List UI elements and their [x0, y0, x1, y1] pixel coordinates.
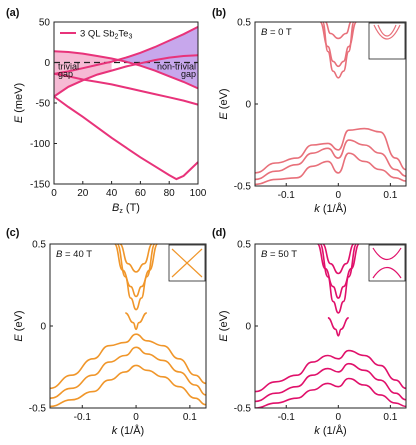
band-line-6 — [255, 377, 406, 408]
x-tick-label: -0.1 — [278, 412, 296, 423]
band-lines — [255, 22, 406, 186]
y-axis-label: E (eV) — [13, 310, 25, 341]
field-annotation: B = 40 T — [56, 249, 92, 260]
y-tick-label: -0.5 — [234, 182, 252, 193]
field-annotation: B = 0 T — [261, 27, 292, 38]
band-line-1 — [113, 244, 159, 298]
x-tick-label: 0.1 — [383, 190, 397, 201]
x-tick-label: 60 — [135, 188, 147, 199]
y-tick-label: -100 — [30, 139, 50, 150]
band-line-4 — [255, 349, 406, 393]
y-tick-label: 50 — [39, 18, 51, 29]
panel-label-a: (a) — [6, 7, 20, 19]
x-tick-label: 0.1 — [383, 412, 397, 423]
y-tick-label: -150 — [30, 180, 50, 191]
inset-band-upper — [373, 24, 401, 40]
x-tick-label: 40 — [106, 188, 118, 199]
panel-label-b: (b) — [212, 7, 226, 19]
x-tick-label: 0 — [133, 412, 139, 423]
inset-band-lower — [372, 266, 402, 279]
nontrivial-gap-region — [111, 26, 198, 89]
panel-label-c: (c) — [6, 227, 20, 239]
x-tick-label: 0 — [336, 412, 342, 423]
panel-b-chart: -0.1 0 0.1 0.5 0 -0.5 k (1/Å) E (eV) B = 0 T — [218, 18, 407, 215]
nontrivial-label-2: gap — [181, 69, 196, 79]
x-tick-label: -0.1 — [74, 412, 92, 423]
band-line-4 — [53, 95, 199, 181]
x-tick-label: 80 — [164, 188, 176, 199]
y-tick-label: 0 — [245, 100, 251, 111]
x-tick-label: -0.1 — [278, 190, 296, 201]
panel-a-chart: 0 20 40 60 80 100 50 0 -50 -100 -150 Bz (T) E (meV) 3… — [13, 18, 207, 216]
band-lines — [255, 244, 406, 408]
x-tick-label: 0 — [336, 190, 342, 201]
inset-band-upper — [171, 248, 203, 264]
x-axis-label: Bz (T) — [112, 202, 140, 215]
y-tick-label: 0.5 — [32, 240, 46, 251]
y-axis-label: E (eV) — [218, 88, 230, 119]
band-line-5 — [50, 346, 206, 399]
band-lines — [50, 244, 206, 408]
band-line-4 — [50, 333, 206, 390]
field-annotation: B = 50 T — [261, 249, 297, 260]
nontrivial-label: non-trivial — [157, 62, 196, 72]
band-line-5 — [255, 152, 406, 186]
band-line-0 — [321, 22, 355, 79]
y-tick-label: 0 — [44, 58, 50, 69]
band-line-0 — [53, 50, 199, 90]
band-line-1 — [53, 26, 199, 75]
trivial-label: trivial — [58, 62, 79, 72]
x-axis-label: k (1/Å) — [112, 424, 144, 437]
y-tick-label: -0.5 — [234, 404, 252, 415]
y-tick-label: 0 — [245, 322, 251, 333]
band-line-2 — [322, 244, 355, 275]
band-line-1 — [316, 244, 360, 299]
band-line-0 — [116, 244, 156, 311]
inset-band-lower — [377, 24, 397, 37]
band-line-0 — [319, 244, 358, 314]
y-tick-label: 0.5 — [237, 240, 251, 251]
band-line-1 — [319, 22, 358, 68]
y-tick-label: 0.5 — [237, 18, 251, 29]
x-axis-label: k (1/Å) — [314, 202, 346, 215]
x-tick-label: 20 — [77, 188, 89, 199]
band-line-3 — [327, 317, 349, 337]
inset-band-upper — [372, 247, 402, 261]
x-tick-label: 0.1 — [183, 412, 197, 423]
x-tick-label: 0 — [51, 188, 57, 199]
y-axis-label: E (meV) — [13, 83, 25, 123]
y-tick-label: -0.5 — [29, 404, 47, 415]
y-axis-label: E (eV) — [218, 310, 230, 341]
inset-box — [368, 22, 406, 60]
panel-label-d: (d) — [212, 227, 226, 239]
x-tick-label: 100 — [190, 188, 207, 199]
band-line-2 — [324, 22, 352, 40]
y-tick-label: 0 — [40, 322, 46, 333]
panel-c-chart: -0.1 0 0.1 0.5 0 -0.5 k (1/Å) E (eV) B = 40 T — [13, 240, 207, 437]
band-line-3 — [125, 312, 148, 331]
band-line-3 — [255, 127, 406, 174]
band-line-2 — [53, 72, 199, 106]
band-line-3 — [53, 54, 199, 98]
band-line-2 — [119, 244, 153, 273]
band-line-5 — [255, 362, 406, 403]
band-line-6 — [50, 364, 206, 408]
panel-d-chart: -0.1 0 0.1 0.5 0 -0.5 k (1/Å) E (eV) B = 50 T — [218, 240, 407, 437]
legend-label: 3 QL Sb2Te3 — [80, 29, 132, 41]
band-line-4 — [255, 139, 406, 181]
trivial-label-2: gap — [58, 69, 73, 79]
y-tick-label: -50 — [36, 99, 51, 110]
x-axis-label: k (1/Å) — [314, 424, 346, 437]
